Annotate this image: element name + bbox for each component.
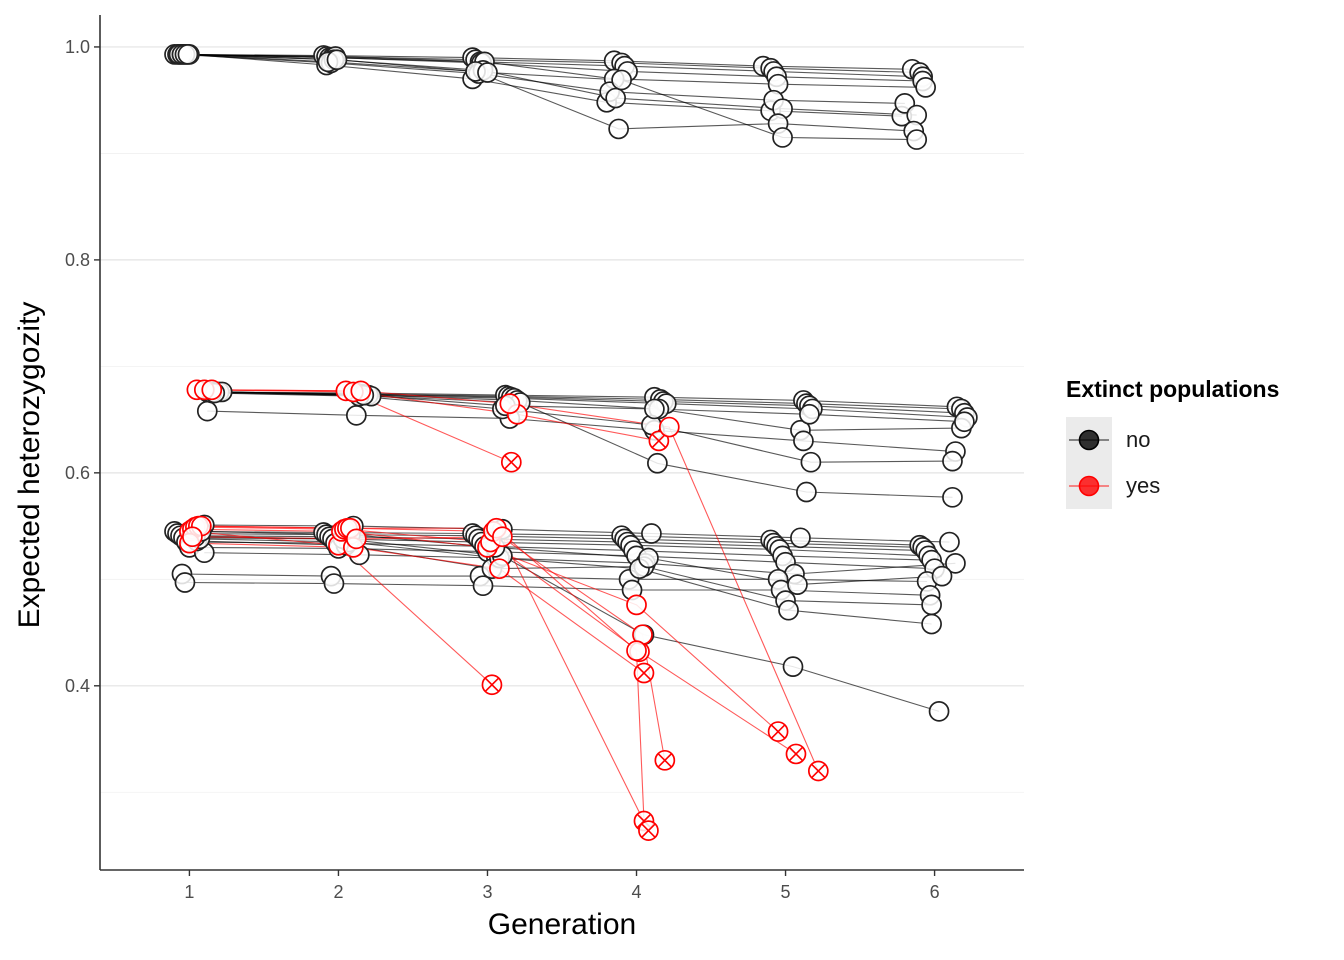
data-point bbox=[793, 430, 814, 452]
data-point bbox=[942, 450, 963, 472]
data-point bbox=[778, 599, 799, 621]
series-points bbox=[164, 44, 978, 841]
x-axis-title: Generation bbox=[487, 908, 637, 941]
data-point bbox=[182, 526, 203, 548]
data-point bbox=[796, 481, 817, 503]
series-line-8 bbox=[184, 53, 914, 132]
series-line-40 bbox=[201, 525, 645, 822]
legend-label-yes: yes bbox=[1126, 473, 1161, 498]
data-point bbox=[323, 573, 345, 594]
series-line-24 bbox=[189, 546, 935, 570]
series-line-15 bbox=[207, 410, 956, 453]
series-line-26 bbox=[204, 552, 956, 575]
legend-key-no bbox=[1066, 417, 1112, 463]
data-point bbox=[921, 613, 942, 635]
y-tick-label: 0.4 bbox=[65, 676, 90, 696]
data-point bbox=[611, 69, 632, 91]
data-point bbox=[177, 44, 199, 65]
legend-item-no: no bbox=[1066, 417, 1279, 463]
extinct-cross-mark bbox=[770, 724, 786, 739]
y-axis-title: Expected heterozygozity bbox=[13, 301, 46, 629]
series-line-3 bbox=[183, 53, 923, 82]
data-point bbox=[942, 486, 963, 508]
series-line-32 bbox=[201, 530, 943, 586]
data-point bbox=[345, 404, 367, 426]
x-tick-label: 6 bbox=[930, 882, 940, 902]
x-tick-label: 4 bbox=[632, 882, 642, 902]
data-point bbox=[799, 403, 820, 425]
x-tick-label: 2 bbox=[333, 882, 343, 902]
extinct-cross-mark bbox=[788, 746, 804, 762]
data-point bbox=[954, 411, 975, 433]
extinct-cross-mark bbox=[651, 433, 667, 449]
data-point bbox=[945, 552, 966, 574]
series-line-27 bbox=[181, 573, 928, 583]
series-line-0 bbox=[174, 53, 913, 70]
data-point bbox=[477, 62, 498, 83]
series-line-41 bbox=[189, 542, 645, 674]
axes bbox=[99, 15, 1024, 871]
data-point bbox=[626, 594, 647, 616]
data-point bbox=[641, 523, 662, 544]
y-tick-label: 1.0 bbox=[65, 37, 90, 57]
series-lines bbox=[174, 53, 968, 831]
data-point bbox=[772, 127, 793, 148]
data-point bbox=[489, 558, 510, 580]
data-point bbox=[492, 526, 513, 548]
data-point bbox=[915, 77, 936, 98]
series-line-17 bbox=[211, 392, 953, 463]
data-point bbox=[782, 656, 804, 677]
data-point bbox=[608, 118, 629, 140]
data-point bbox=[638, 547, 659, 569]
data-point bbox=[605, 87, 627, 109]
data-point bbox=[626, 640, 647, 662]
series-line-10 bbox=[207, 391, 957, 408]
x-tick-label: 1 bbox=[184, 882, 194, 902]
data-point bbox=[928, 701, 950, 722]
tick-labels: 0.4 0.6 0.8 1.0 1 2 3 4 5 6 bbox=[65, 37, 940, 902]
extinct-cross-mark bbox=[484, 677, 500, 692]
data-point bbox=[345, 528, 367, 550]
data-point bbox=[499, 393, 521, 414]
legend-item-yes: yes bbox=[1066, 463, 1279, 509]
series-line-4 bbox=[186, 53, 926, 88]
extinct-cross-mark bbox=[636, 665, 652, 681]
data-point bbox=[906, 129, 928, 150]
legend-title: Extinct populations bbox=[1066, 376, 1280, 402]
data-point bbox=[658, 416, 680, 438]
data-point bbox=[196, 400, 218, 422]
data-point bbox=[790, 527, 811, 549]
data-point bbox=[800, 451, 822, 473]
legend: Extinct populations no yes bbox=[1066, 376, 1279, 509]
legend-label-no: no bbox=[1126, 427, 1151, 452]
extinct-cross-mark bbox=[811, 763, 826, 779]
data-point bbox=[644, 398, 665, 420]
data-point bbox=[787, 574, 808, 595]
y-axis-title-wrap: Expected heterozygozity bbox=[10, 302, 50, 629]
data-point bbox=[326, 49, 348, 71]
data-point bbox=[472, 575, 494, 597]
series-line-29 bbox=[196, 540, 932, 606]
series-line-34 bbox=[204, 389, 660, 442]
y-tick-label: 0.8 bbox=[65, 250, 90, 270]
data-point bbox=[201, 379, 223, 401]
legend-key-yes bbox=[1066, 463, 1112, 509]
data-point bbox=[350, 380, 372, 402]
series-line-28 bbox=[184, 581, 931, 596]
gridlines bbox=[100, 46, 1024, 793]
series-line-42 bbox=[192, 536, 649, 831]
data-point bbox=[939, 531, 960, 553]
extinct-cross-mark bbox=[504, 454, 519, 470]
extinct-cross-mark bbox=[657, 753, 673, 768]
x-tick-label: 3 bbox=[482, 882, 492, 902]
x-tick-label: 5 bbox=[781, 882, 791, 902]
data-point bbox=[921, 594, 942, 616]
data-point bbox=[174, 572, 196, 593]
data-point bbox=[931, 565, 953, 587]
series-line-9 bbox=[187, 53, 917, 141]
y-tick-label: 0.6 bbox=[65, 463, 90, 483]
extinct-cross-mark bbox=[641, 823, 656, 838]
data-point bbox=[647, 452, 668, 474]
